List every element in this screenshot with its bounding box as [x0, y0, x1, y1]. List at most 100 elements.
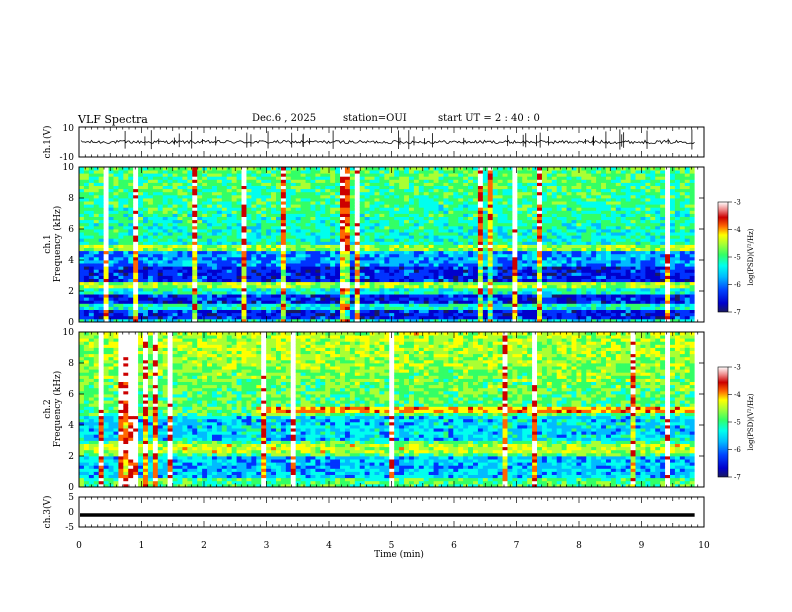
spectrogram-cell — [93, 294, 100, 298]
spectrogram-cell — [374, 275, 380, 279]
spectrogram-cell — [344, 260, 351, 264]
spectrogram-cell — [546, 309, 553, 314]
spectrogram-cell — [241, 294, 247, 298]
spectrogram-cell — [369, 170, 375, 174]
spectrogram-cell — [266, 219, 272, 224]
spectrogram-cell — [305, 210, 311, 214]
spectrogram-cell — [551, 201, 558, 205]
spectrogram-cell — [512, 232, 518, 236]
spectrogram-cell — [379, 275, 385, 279]
spectrogram-cell — [527, 170, 533, 174]
spectrogram-cell — [537, 291, 543, 295]
spectrogram-cell — [399, 315, 405, 320]
spectrogram-cell — [551, 213, 558, 217]
spectrogram-cell — [103, 176, 109, 180]
spectrogram-cell — [285, 216, 292, 221]
spectrogram-cell — [330, 294, 336, 298]
spectrogram-cell — [211, 303, 218, 307]
spectrogram-cell — [325, 207, 331, 211]
spectrogram-cell — [394, 263, 400, 267]
spectrogram-cell — [522, 318, 528, 323]
spectrogram-cell — [473, 188, 479, 193]
spectrogram-cell — [305, 272, 311, 276]
spectrogram-cell — [522, 198, 528, 202]
ch1-ytick-top: 10 — [63, 124, 75, 134]
spectrogram-cell — [556, 207, 563, 211]
spectrogram-cell — [305, 275, 311, 279]
spectrogram-cell — [182, 225, 188, 230]
spectrogram-cell — [477, 256, 484, 261]
spectrogram-cell — [413, 312, 420, 317]
spectrogram-cell — [404, 201, 410, 205]
spectrogram-cell — [271, 167, 277, 171]
spectrogram-cell — [290, 198, 297, 202]
spectrogram-cell — [172, 185, 178, 190]
spectrogram-cell — [502, 284, 508, 289]
spectrogram-cell — [295, 284, 302, 289]
spectrogram-cell — [512, 256, 518, 261]
spectrogram-cell — [384, 294, 390, 298]
spectrogram-cell — [364, 232, 370, 236]
spectrogram-cell — [157, 176, 164, 180]
spectrogram-cell — [453, 263, 459, 267]
spectrogram-cell — [290, 281, 297, 286]
spectrogram-cell — [527, 300, 533, 304]
spectrogram-cell — [335, 281, 341, 286]
spectrogram-cell — [468, 216, 474, 221]
spectrogram-cell — [231, 263, 237, 267]
spectrogram-cell — [340, 260, 346, 264]
spectrogram-cell — [202, 173, 208, 177]
spectrogram-cell — [527, 253, 533, 258]
spectrogram-cell — [463, 312, 469, 317]
spectrogram-cell — [487, 266, 494, 270]
spectrogram-cell — [211, 300, 218, 304]
spectrogram-cell — [330, 287, 336, 292]
spectrogram-cell — [359, 247, 366, 252]
spectrogram-cell — [143, 191, 149, 196]
spectrogram-cell — [162, 241, 169, 245]
spectrogram-cell — [487, 260, 494, 264]
spectrogram-cell — [473, 216, 479, 221]
spectrogram-cell — [482, 253, 489, 258]
spectrogram-cell — [433, 284, 439, 289]
spectrogram-cell — [433, 263, 439, 267]
spectrogram-cell — [236, 229, 242, 233]
spectrogram-cell — [152, 235, 159, 239]
spectrogram-cell — [172, 312, 178, 317]
spectrogram-cell — [103, 272, 109, 276]
spectrogram-cell — [271, 201, 277, 205]
spectrogram-cell — [276, 213, 282, 217]
spectrogram-cell — [187, 284, 193, 289]
spectrogram-cell — [167, 238, 173, 242]
spectrogram-cell — [305, 194, 311, 199]
spectrogram-cell — [359, 306, 366, 310]
spectrogram-cell — [399, 318, 405, 323]
spectrogram-cell — [167, 213, 173, 217]
spectrogram-cell — [541, 185, 548, 190]
spectrogram-cell — [477, 315, 484, 320]
spectrogram-cell — [423, 250, 430, 255]
spectrogram-cell — [443, 198, 449, 202]
spectrogram-cell — [133, 269, 139, 273]
spectrogram-cell — [261, 179, 267, 183]
spectrogram-cell — [108, 256, 114, 261]
spectrogram-cell — [389, 167, 395, 171]
spectrogram-cell — [349, 275, 356, 279]
spectrogram-cell — [359, 250, 366, 255]
spectrogram-cell — [468, 241, 474, 245]
spectrogram-cell — [325, 170, 331, 174]
spectrogram-cell — [487, 167, 494, 171]
spectrogram-cell — [453, 188, 459, 193]
spectrogram-cell — [271, 210, 277, 214]
spectrogram-cell — [384, 272, 390, 276]
spectrogram-cell — [463, 300, 469, 304]
spectrogram-cell — [458, 170, 464, 174]
spectrogram-cell — [423, 315, 430, 320]
spectrogram-cell — [197, 269, 203, 273]
spectrogram-cell — [438, 222, 444, 227]
spectrogram-cell — [276, 275, 282, 279]
spectrogram-cell — [556, 216, 563, 221]
spectrogram-cell — [290, 291, 297, 295]
spectrogram-cell — [532, 318, 538, 323]
spectrogram-cell — [448, 263, 454, 267]
